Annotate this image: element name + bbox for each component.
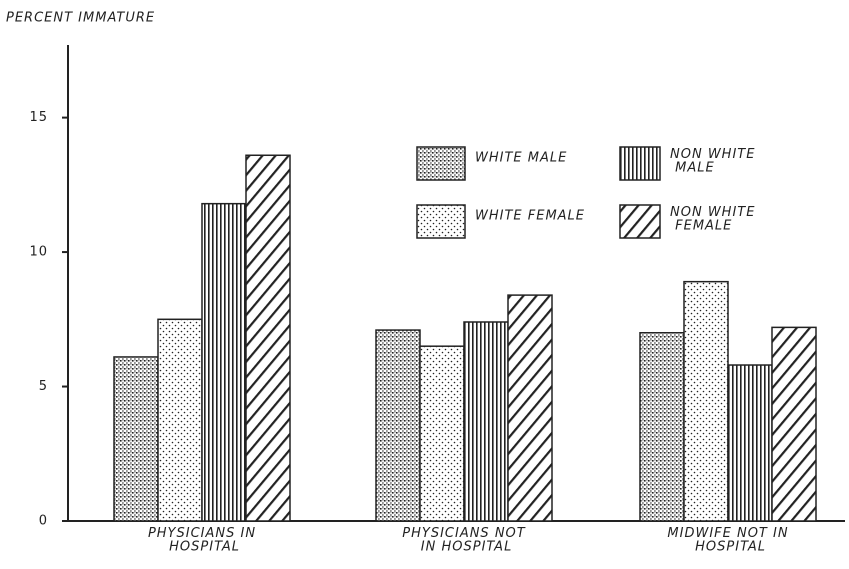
legend-swatch <box>416 204 466 239</box>
bar <box>113 356 159 522</box>
legend-label: WHITE MALE <box>475 151 567 166</box>
bar <box>157 318 203 522</box>
bar <box>727 364 773 522</box>
legend-swatch <box>619 204 661 239</box>
x-tick-label: MIDWIFE NOT IN HOSPITAL <box>667 526 788 555</box>
bar <box>201 202 247 522</box>
legend-swatch <box>416 146 466 181</box>
bar <box>245 154 291 522</box>
y-tick-label: 10 <box>29 245 48 260</box>
bar <box>419 345 465 522</box>
bar <box>507 294 553 522</box>
y-axis-title: PERCENT IMMATURE <box>6 11 155 26</box>
legend-label: WHITE FEMALE <box>475 209 585 224</box>
y-tick-label: 0 <box>39 514 48 529</box>
x-tick-label: PHYSICIANS IN HOSPITAL <box>148 526 256 555</box>
bar <box>683 280 729 522</box>
y-tick-label: 5 <box>39 379 48 394</box>
bar <box>771 326 817 522</box>
legend-swatch <box>619 146 661 181</box>
legend-label: NON WHITE MALE <box>670 147 755 176</box>
y-tick-label: 15 <box>29 110 48 125</box>
bar <box>463 321 509 522</box>
x-tick-label: PHYSICIANS NOT IN HOSPITAL <box>402 526 526 555</box>
bar <box>639 332 685 522</box>
legend-label: NON WHITE FEMALE <box>670 205 755 234</box>
bar <box>375 329 421 522</box>
